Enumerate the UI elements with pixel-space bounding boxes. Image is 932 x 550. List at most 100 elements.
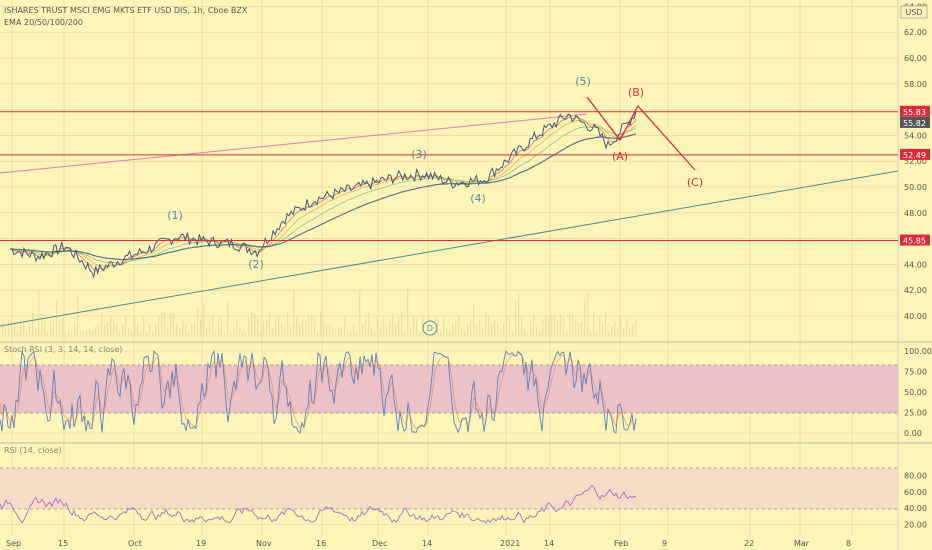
volume-bar	[374, 331, 376, 337]
volume-bar	[197, 307, 199, 337]
volume-bar	[563, 317, 565, 337]
wave-label[interactable]: (1)	[167, 209, 183, 222]
volume-bar	[632, 324, 634, 337]
price-label: 55.83	[903, 108, 926, 117]
volume-bar	[458, 316, 460, 337]
volume-bar	[467, 324, 469, 337]
volume-bar	[482, 328, 484, 337]
volume-bar	[617, 326, 619, 337]
price-tick: 60.00	[904, 54, 927, 63]
price-label-box	[900, 105, 930, 117]
wave-labels: (1) (2) (3) (4) (5) (A) (B) (C)	[167, 75, 703, 271]
rsi-axis: 80.00 60.00 40.00 20.00	[904, 471, 927, 529]
volume-bar	[17, 332, 19, 337]
volume-bar	[224, 332, 226, 337]
volume-bar	[407, 286, 409, 337]
volume-bar	[389, 320, 391, 337]
volume-bar	[302, 320, 304, 337]
volume-bar	[305, 320, 307, 337]
volume-bar	[290, 326, 292, 337]
volume-bar	[323, 322, 325, 337]
volume-bar	[476, 325, 478, 337]
price-tick: 54.00	[904, 131, 927, 140]
volume-bar	[332, 327, 334, 337]
volume-bar	[404, 330, 406, 337]
volume-bar	[263, 321, 265, 337]
abc-projection-line	[586, 96, 696, 171]
volume-bar	[344, 317, 346, 337]
ema-line	[10, 119, 637, 267]
volume-bar	[56, 301, 58, 337]
volume-bar	[479, 318, 481, 337]
rsi-tick: 20.00	[904, 521, 927, 530]
volume-bar	[491, 323, 493, 337]
volume-bar	[203, 302, 205, 337]
volume-bar	[143, 317, 145, 337]
volume-bar	[218, 316, 220, 337]
volume-bar	[575, 319, 577, 337]
volume-bar	[227, 301, 229, 337]
volume-bar	[605, 312, 607, 337]
volume-bar	[281, 324, 283, 337]
volume-bar	[176, 324, 178, 337]
volume-bar	[167, 326, 169, 337]
rsi-tick: 60.00	[904, 488, 927, 497]
volume-bar	[326, 324, 328, 337]
volume-bar	[116, 322, 118, 337]
volume-bar	[311, 314, 313, 337]
volume-bar	[569, 312, 571, 337]
horizontal-grid	[0, 6, 898, 525]
volume-bar	[254, 313, 256, 337]
volume-bar	[359, 289, 361, 337]
stoch-d-line	[0, 353, 637, 429]
volume-bar	[14, 322, 16, 337]
volume-bar	[212, 314, 214, 337]
volume-bar	[596, 330, 598, 337]
volume-bar	[368, 312, 370, 337]
volume-bar	[26, 331, 28, 337]
volume-bar	[245, 332, 247, 337]
volume-bar	[62, 318, 64, 337]
wave-label[interactable]: (5)	[575, 75, 591, 88]
volume-bar	[59, 319, 61, 337]
volume-bar	[179, 329, 181, 337]
volume-bar	[107, 322, 109, 337]
price-label-box	[900, 234, 930, 246]
volume-bar	[38, 289, 40, 337]
rsi-tick: 80.00	[904, 471, 927, 480]
volume-bar	[566, 330, 568, 337]
volume-bar	[572, 314, 574, 337]
currency-badge[interactable]	[900, 5, 928, 19]
price-line	[9, 111, 637, 279]
rsi-legend: RSI (14, close)	[4, 446, 62, 455]
volume-bar	[8, 320, 10, 337]
volume-bar	[461, 326, 463, 337]
wave-label[interactable]: (A)	[612, 150, 628, 163]
volume-bar	[191, 324, 193, 337]
dividend-marker-icon[interactable]	[422, 320, 438, 336]
volume-bar	[470, 319, 472, 337]
currency-label: USD	[905, 8, 922, 17]
price-label: 45.85	[903, 237, 926, 246]
wave-label[interactable]: (B)	[628, 86, 644, 99]
volume-bar	[497, 323, 499, 337]
time-tick: 16	[316, 539, 326, 548]
volume-bar	[383, 317, 385, 337]
price-label: 55.82	[903, 119, 926, 128]
volume-bar	[443, 318, 445, 337]
ema-legend: EMA 20/50/100/200	[4, 18, 83, 27]
wave-label[interactable]: (4)	[470, 192, 486, 205]
volume-bar	[626, 318, 628, 337]
wave-label[interactable]: (3)	[411, 148, 427, 161]
wave-label[interactable]: (C)	[687, 176, 703, 189]
volume-bar	[278, 315, 280, 337]
volume-bar	[164, 312, 166, 337]
volume-bar	[539, 329, 541, 337]
volume-bar	[239, 327, 241, 337]
volume-bar	[251, 312, 253, 337]
vertical-grid	[11, 0, 853, 536]
volume-bar	[410, 327, 412, 337]
price-tick: 40.00	[904, 312, 927, 321]
volume-bar	[419, 330, 421, 337]
wave-label[interactable]: (2)	[248, 258, 264, 271]
